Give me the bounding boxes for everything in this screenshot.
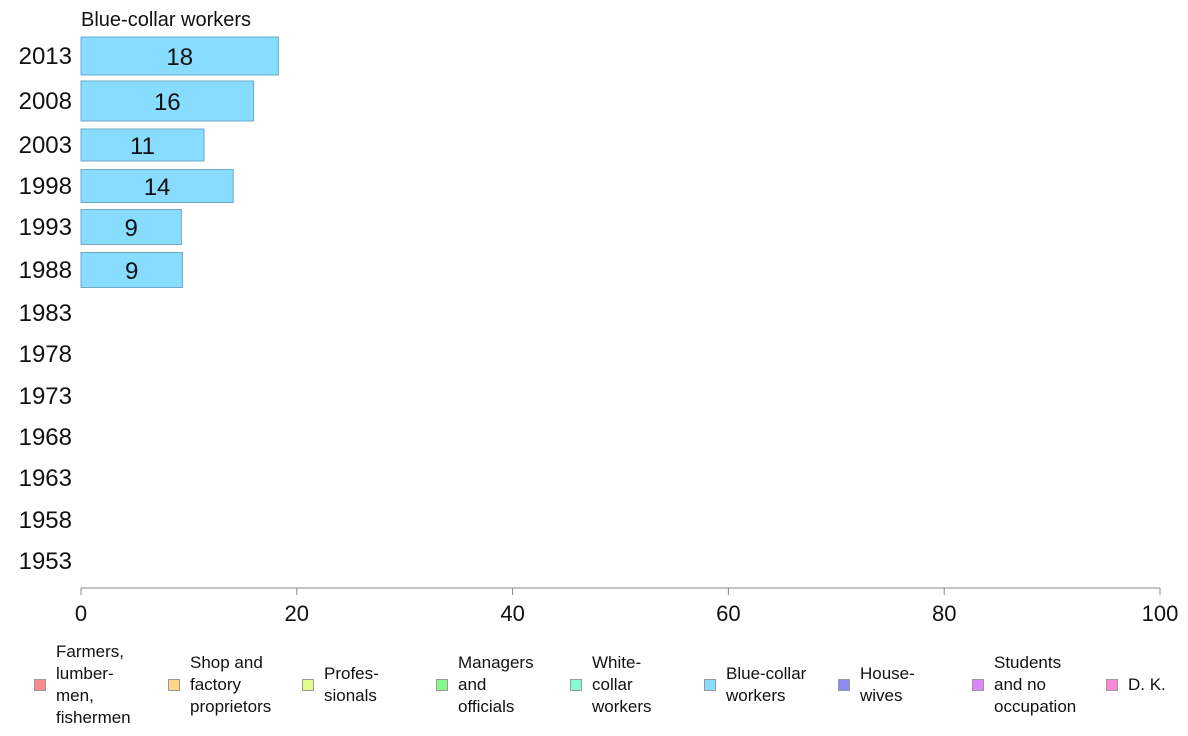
bar-value-labels: 18 16 11 14 9 9 [124,44,193,285]
bar-value-label: 11 [130,133,155,160]
x-axis: 0 20 40 60 80 100 [75,587,1179,626]
y-tick-label: 1958 [19,507,72,534]
legend-item: D. K. [1106,640,1166,730]
y-tick-label: 1993 [19,214,72,241]
legend-item: Profes- sionals [302,640,379,730]
bar [80,252,183,288]
legend-item: Farmers, lumber- men, fishermen [34,640,131,730]
legend-item: Managers and officials [436,640,534,730]
bar-value-label: 18 [166,44,193,71]
y-tick-label: 1973 [19,383,72,410]
legend-swatch [838,679,850,691]
y-tick-label: 1963 [19,465,72,492]
bar-value-label: 16 [154,89,181,116]
legend-item: White- collar workers [570,640,652,730]
legend-label: House- wives [860,664,915,705]
legend-swatch [1106,679,1118,691]
y-axis-labels: 2013 2008 2003 1998 1993 1988 1983 1978 1973 1968… [19,43,72,575]
bar [80,128,205,162]
legend-swatch [972,679,984,691]
legend-item: Blue-collar workers [704,640,806,730]
legend-label: Shop and factory proprietors [190,653,272,716]
bar-value-label: 14 [144,174,171,201]
bar-value-label: 9 [124,215,137,242]
legend-swatch [302,679,314,691]
bar [80,169,234,203]
y-tick-label: 2008 [19,88,72,115]
y-tick-label: 2003 [19,132,72,159]
bar [80,80,255,122]
bar [80,209,182,245]
legend-item: House- wives [838,640,915,730]
legend: Farmers, lumber- men, fishermen Shop and … [0,640,1188,736]
legend-label: Students and no occupation [994,653,1077,716]
y-tick-label: 1988 [19,257,72,284]
legend-label: Profes- sionals [324,664,379,705]
x-tick-label: 80 [932,601,956,626]
legend-item: Shop and factory proprietors [168,640,271,730]
x-tick-label: 100 [1142,601,1179,626]
legend-swatch [704,679,716,691]
bars [80,36,279,288]
x-tick-label: 0 [75,601,87,626]
x-tick-label: 60 [716,601,740,626]
y-tick-label: 1978 [19,341,72,368]
legend-swatch [436,679,448,691]
y-tick-label: 2013 [19,43,72,70]
legend-swatch [570,679,582,691]
legend-item: Students and no occupation [972,640,1076,730]
y-tick-label: 1968 [19,424,72,451]
bar [80,36,279,76]
x-tick-label: 40 [500,601,524,626]
legend-label: Managers and officials [458,653,534,716]
y-tick-label: 1998 [19,173,72,200]
legend-label: Blue-collar workers [726,664,807,705]
bar-value-label: 9 [125,258,138,285]
legend-label: Farmers, lumber- men, fishermen [56,642,131,727]
panel-title: Blue-collar workers [81,9,251,31]
y-tick-label: 1983 [19,300,72,327]
legend-label: White- collar workers [592,653,652,716]
bar-chart: Blue-collar workers 2013 2008 2003 1998 1993… [19,9,1179,626]
legend-swatch [34,679,46,691]
legend-label: D. K. [1128,675,1166,694]
legend-swatch [168,679,180,691]
x-tick-label: 20 [285,601,309,626]
y-tick-label: 1953 [19,548,72,575]
